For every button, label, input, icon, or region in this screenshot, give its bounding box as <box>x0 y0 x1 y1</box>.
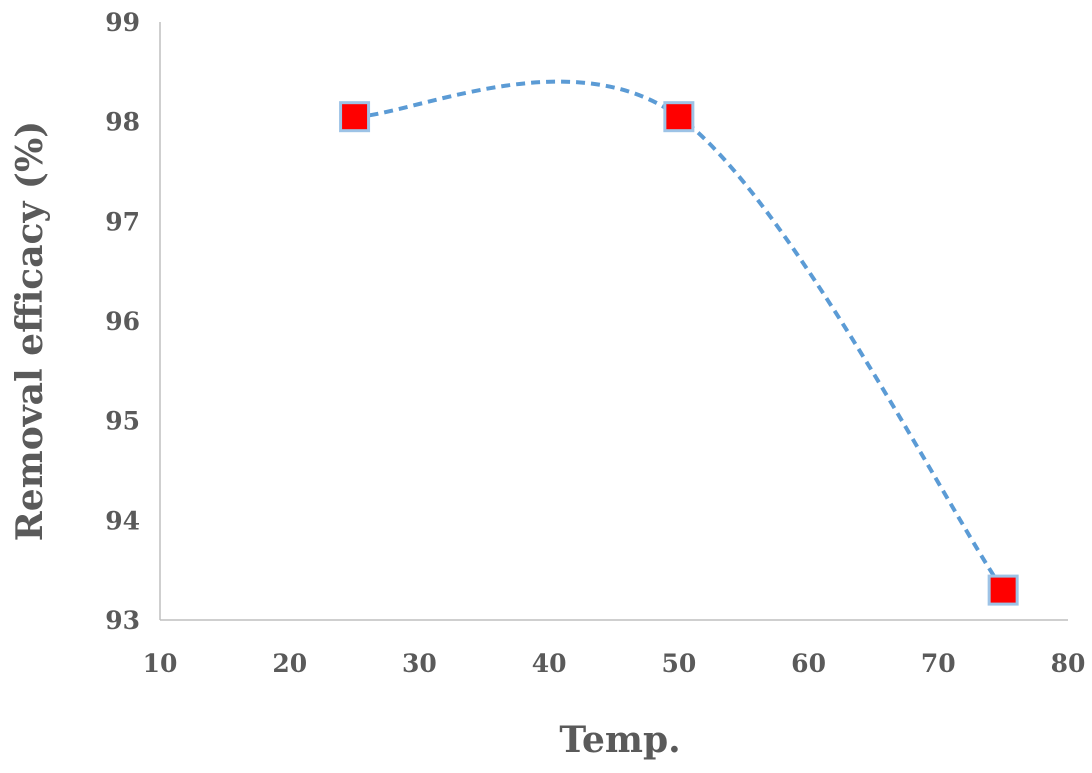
x-tick-label: 30 <box>402 649 437 678</box>
x-tick-labels: 10 20 30 40 50 60 70 80 <box>143 649 1086 678</box>
x-tick-label: 50 <box>661 649 696 678</box>
series-layer <box>339 79 1019 606</box>
y-tick-label: 97 <box>105 207 140 236</box>
x-tick-label: 40 <box>532 649 567 678</box>
x-tick-label: 10 <box>143 649 178 678</box>
y-tick-label: 99 <box>105 8 140 37</box>
y-tick-label: 95 <box>105 407 140 436</box>
x-tick-label: 20 <box>272 649 307 678</box>
x-tick-label: 80 <box>1051 649 1086 678</box>
y-tick-label: 98 <box>105 108 140 137</box>
plot-area: 10 20 30 40 50 60 70 80 93 94 95 96 97 98 99 <box>105 8 1085 678</box>
y-tick-label: 93 <box>105 606 140 635</box>
y-tick-label: 96 <box>105 307 140 336</box>
y-axis-title: Removal efficacy (%) <box>9 121 51 541</box>
x-tick-label: 70 <box>921 649 956 678</box>
data-point-marker <box>663 101 695 133</box>
y-tick-label: 94 <box>105 506 140 535</box>
data-point-marker <box>339 101 371 133</box>
data-point-marker <box>987 574 1019 606</box>
x-axis-title: Temp. <box>559 719 680 761</box>
x-tick-label: 60 <box>791 649 826 678</box>
y-tick-labels: 93 94 95 96 97 98 99 <box>105 8 140 635</box>
series-line <box>354 79 1005 592</box>
